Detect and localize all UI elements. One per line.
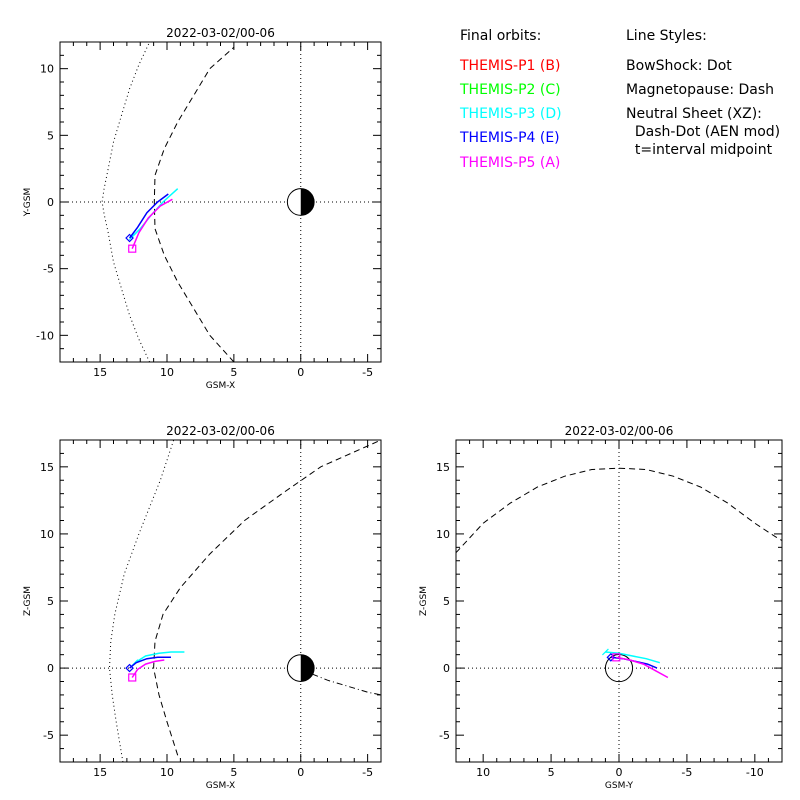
orbit-themis-p3 (605, 651, 661, 664)
plot-area (60, 440, 381, 762)
x-axis-label: GSM-Y (605, 781, 634, 791)
y-axis-label: Y-GSM (23, 188, 33, 217)
orbit-themis-p5 (131, 659, 165, 678)
y-tick-label: 5 (443, 595, 450, 608)
y-tick-label: 10 (40, 528, 54, 541)
plot-title: 2022-03-02/00-06 (565, 424, 674, 438)
orbit-themis-p4 (128, 193, 169, 239)
panel-1: 15 10 5 0 -5 -10 -5 0 5 10 2022-03-02/00-06 GSM-X Y-… (23, 26, 382, 391)
x-tick-label: 10 (476, 766, 490, 779)
orbit-themis-p4 (610, 656, 658, 669)
y-tick-label: 10 (436, 528, 450, 541)
y-tick-label: -5 (43, 263, 54, 276)
orbit-themis-p5 (131, 198, 173, 249)
x-tick-label: 0 (297, 766, 304, 779)
magnetopause-curve (153, 440, 381, 756)
plot-area (456, 440, 782, 762)
y-tick-label: 15 (40, 461, 54, 474)
orbit-start-square-marker (128, 244, 137, 253)
x-tick-label: 5 (230, 766, 237, 779)
earth-night-side (300, 654, 315, 682)
y-tick-label: 5 (47, 129, 54, 142)
magnetopause-curve (456, 467, 782, 554)
y-tick-label: 0 (47, 662, 54, 675)
x-tick-label: 0 (297, 366, 304, 379)
plot-frame (59, 439, 382, 763)
x-tick-label: 5 (230, 366, 237, 379)
y-tick-label: -5 (43, 729, 54, 742)
orbit-themis-p3 (134, 651, 185, 664)
y-axis-label: Z-GSM (419, 586, 429, 616)
y-axis-label: Z-GSM (23, 586, 33, 616)
x-tick-label: 15 (93, 366, 107, 379)
orbit-start-square-marker (128, 673, 137, 682)
plot-area (60, 42, 381, 362)
magnetopause-curve (153, 46, 235, 362)
plot-title: 2022-03-02/00-06 (166, 26, 275, 40)
x-axis-label: GSM-X (206, 781, 235, 791)
orbit-start-diamond-marker (125, 663, 134, 673)
x-tick-label: -5 (681, 766, 692, 779)
y-tick-label: -10 (36, 329, 54, 342)
y-tick-label: -5 (439, 729, 450, 742)
x-tick-label: 10 (160, 766, 174, 779)
x-tick-label: -5 (362, 366, 373, 379)
x-tick-label: -5 (362, 766, 373, 779)
y-tick-label: 10 (40, 63, 54, 76)
earth-outline-icon (604, 654, 634, 683)
x-tick-label: 15 (93, 766, 107, 779)
orbit-themis-p5 (616, 656, 669, 679)
y-tick-label: 0 (47, 196, 54, 209)
y-tick-label: 0 (443, 662, 450, 675)
orbit-start-marker (601, 648, 609, 656)
neutral-sheet-curve (300, 667, 381, 696)
panel-2: 15 10 5 0 -5 -5 0 5 10 15 2022-03-02/00-06 GSM-X Z-G… (23, 424, 382, 791)
y-tick-label: 5 (47, 595, 54, 608)
y-tick-label: 15 (436, 461, 450, 474)
x-tick-label: -10 (746, 766, 764, 779)
panel-3: 10 5 0 -5 -10 -5 0 5 10 15 2022-03-02/00-06 GSM-Y Z-… (419, 424, 783, 791)
x-axis-label: GSM-X (206, 381, 235, 391)
earth-night-side (300, 188, 315, 216)
plot-title: 2022-03-02/00-06 (166, 424, 275, 438)
x-tick-label: 0 (616, 766, 623, 779)
orbit-start-diamond-marker (125, 233, 134, 243)
x-tick-label: 10 (160, 366, 174, 379)
orbit-start-square-marker (612, 653, 621, 662)
x-tick-label: 5 (548, 766, 555, 779)
orbit-themis-p4 (129, 656, 171, 669)
bowshock-curve (101, 42, 151, 362)
